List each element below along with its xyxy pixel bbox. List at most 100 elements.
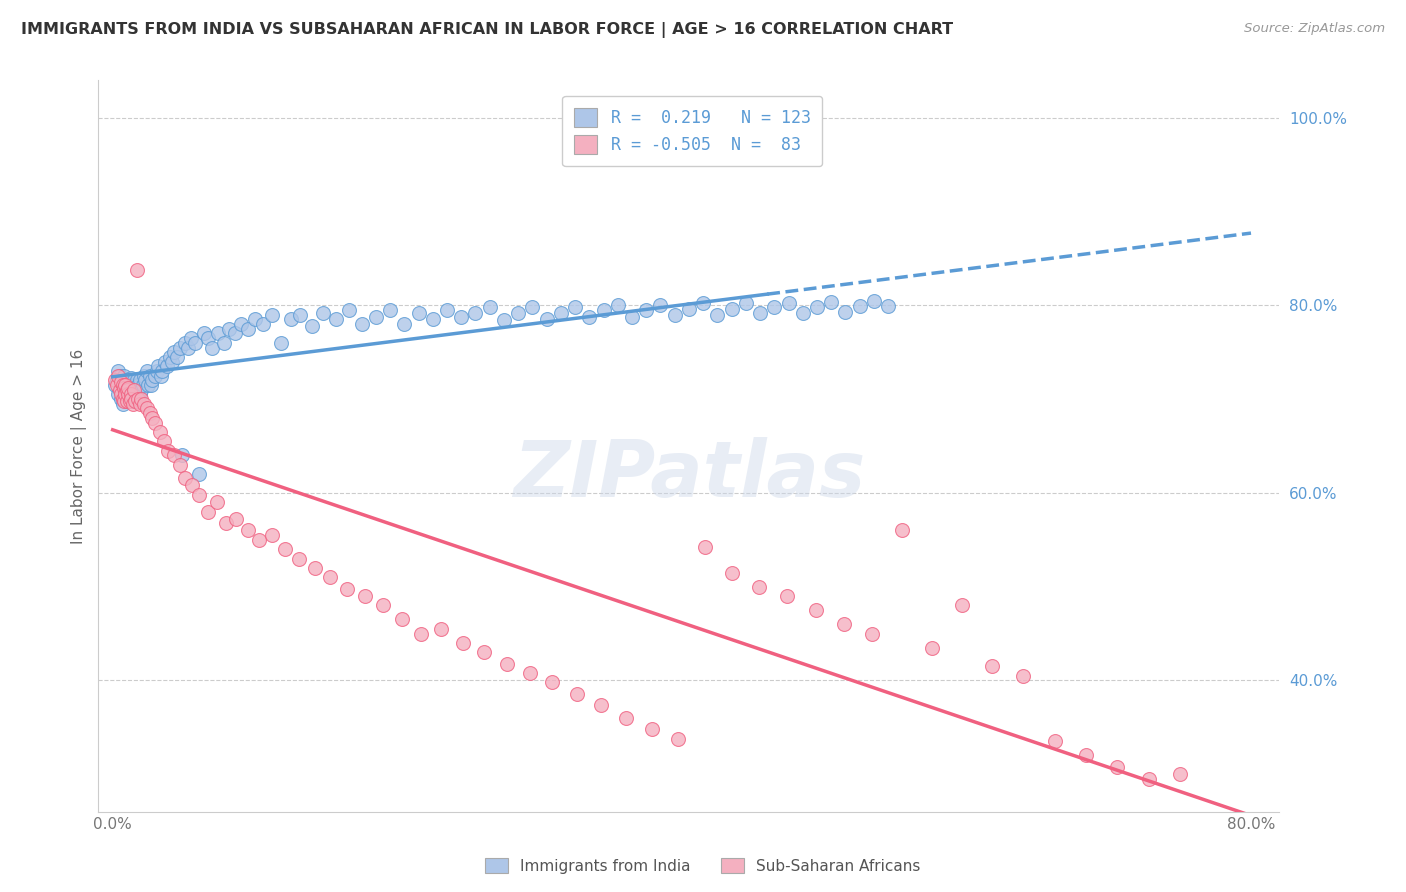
- Point: [519, 665, 541, 680]
- Point: [117, 378, 139, 392]
- Point: [127, 394, 149, 409]
- Point: [124, 378, 146, 392]
- Point: [1137, 772, 1160, 786]
- Point: [180, 331, 202, 345]
- Point: [350, 317, 373, 331]
- Point: [111, 378, 134, 392]
- Point: [288, 551, 311, 566]
- Point: [621, 310, 644, 324]
- Text: ZIPatlas: ZIPatlas: [513, 437, 865, 513]
- Point: [636, 303, 658, 318]
- Point: [806, 300, 828, 314]
- Point: [150, 368, 173, 383]
- Point: [197, 505, 219, 519]
- Point: [155, 354, 177, 368]
- Point: [112, 368, 135, 383]
- Point: [229, 317, 252, 331]
- Point: [422, 312, 444, 326]
- Point: [592, 303, 614, 318]
- Point: [134, 373, 156, 387]
- Point: [120, 387, 142, 401]
- Point: [136, 378, 159, 392]
- Point: [132, 397, 155, 411]
- Point: [606, 298, 628, 312]
- Point: [162, 354, 184, 368]
- Point: [212, 335, 235, 350]
- Point: [114, 381, 136, 395]
- Point: [891, 524, 914, 538]
- Point: [804, 603, 827, 617]
- Point: [430, 622, 453, 636]
- Text: IMMIGRANTS FROM INDIA VS SUBSAHARAN AFRICAN IN LABOR FORCE | AGE > 16 CORRELATIO: IMMIGRANTS FROM INDIA VS SUBSAHARAN AFRI…: [21, 22, 953, 38]
- Point: [247, 533, 270, 547]
- Point: [111, 371, 134, 385]
- Point: [260, 528, 283, 542]
- Point: [110, 376, 132, 390]
- Point: [108, 383, 131, 397]
- Point: [252, 317, 274, 331]
- Point: [114, 373, 136, 387]
- Point: [145, 364, 167, 378]
- Point: [143, 416, 166, 430]
- Point: [121, 397, 143, 411]
- Point: [125, 387, 148, 401]
- Point: [378, 303, 401, 318]
- Point: [114, 387, 136, 401]
- Point: [1074, 748, 1097, 763]
- Text: Source: ZipAtlas.com: Source: ZipAtlas.com: [1244, 22, 1385, 36]
- Point: [138, 406, 160, 420]
- Point: [614, 711, 637, 725]
- Point: [181, 478, 204, 492]
- Point: [127, 378, 149, 392]
- Point: [224, 326, 246, 341]
- Point: [174, 471, 197, 485]
- Point: [371, 599, 394, 613]
- Point: [550, 306, 572, 320]
- Point: [391, 612, 413, 626]
- Point: [163, 449, 186, 463]
- Point: [492, 313, 515, 327]
- Point: [666, 731, 689, 746]
- Point: [820, 294, 842, 309]
- Point: [215, 516, 238, 530]
- Point: [112, 381, 135, 395]
- Point: [115, 394, 138, 409]
- Point: [205, 495, 228, 509]
- Point: [1107, 760, 1129, 774]
- Point: [495, 657, 517, 671]
- Point: [107, 368, 129, 383]
- Point: [472, 645, 495, 659]
- Point: [111, 397, 134, 411]
- Point: [589, 698, 612, 712]
- Point: [114, 378, 136, 392]
- Point: [451, 636, 474, 650]
- Point: [693, 541, 716, 555]
- Point: [153, 434, 176, 449]
- Point: [260, 308, 283, 322]
- Point: [114, 392, 136, 406]
- Point: [778, 295, 800, 310]
- Point: [304, 561, 326, 575]
- Point: [776, 589, 799, 603]
- Point: [129, 392, 152, 406]
- Point: [124, 394, 146, 409]
- Point: [522, 300, 544, 314]
- Point: [125, 262, 148, 277]
- Point: [364, 310, 387, 324]
- Point: [650, 298, 672, 312]
- Point: [834, 305, 856, 319]
- Point: [104, 378, 127, 392]
- Point: [141, 373, 163, 387]
- Point: [720, 302, 742, 317]
- Legend: Immigrants from India, Sub-Saharan Africans: Immigrants from India, Sub-Saharan Afric…: [479, 852, 927, 880]
- Point: [115, 376, 138, 390]
- Point: [184, 335, 207, 350]
- Point: [111, 392, 134, 406]
- Point: [117, 373, 139, 387]
- Point: [120, 392, 142, 406]
- Point: [166, 350, 188, 364]
- Point: [280, 312, 302, 326]
- Point: [218, 322, 240, 336]
- Point: [325, 312, 347, 326]
- Point: [120, 371, 142, 385]
